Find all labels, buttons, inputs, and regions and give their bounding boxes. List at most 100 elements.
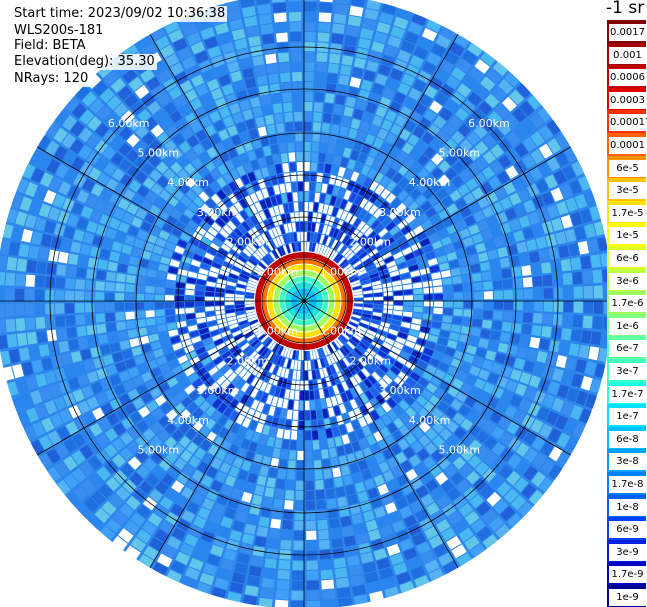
- ppi-ray: [15, 177, 277, 291]
- azimuth-spoke: [303, 300, 459, 568]
- colorbar-tick-label: 3e-6: [609, 272, 646, 290]
- colorbar-tick-label: 3e-8: [609, 453, 646, 471]
- ppi-ray: [333, 302, 612, 331]
- ppi-ray: [323, 323, 511, 540]
- ppi-ray: [315, 328, 430, 589]
- ppi-ray: [322, 60, 509, 279]
- range-ring-label: 2.00km: [349, 354, 391, 367]
- ppi-ray: [320, 41, 484, 277]
- azimuth-spoke: [303, 34, 459, 302]
- ppi-ray: [332, 310, 598, 410]
- ppi-ray: [326, 319, 545, 506]
- ppi-ray: [0, 239, 275, 297]
- ppi-ray: [313, 7, 413, 273]
- ppi-ray: [21, 163, 278, 289]
- colorbar-tick-label: 0.001: [609, 46, 646, 64]
- ppi-ray: [37, 316, 279, 470]
- colorbar-tick-label: 1e-5: [609, 227, 646, 245]
- colorbar-tick-label: 0.00017: [609, 114, 647, 132]
- ppi-ray: [329, 132, 571, 286]
- ppi-ray: [308, 0, 366, 272]
- ppi-ray: [316, 18, 442, 275]
- colorbar-tick-label: 6e-6: [609, 250, 646, 267]
- ppi-ray: [36, 135, 279, 286]
- instrument-label: WLS200s-181: [12, 23, 106, 39]
- ppi-ray: [152, 327, 291, 577]
- ppi-ray: [316, 327, 445, 583]
- ppi-ray: [333, 304, 612, 347]
- colorbar-tick-label: 1.7e-7: [609, 385, 646, 403]
- ppi-ray: [271, 0, 303, 272]
- colorbar-tick-label: 1e-6: [609, 317, 646, 335]
- ppi-ray: [310, 0, 382, 272]
- range-ring-label: 5.00km: [138, 443, 180, 456]
- field-label: Field: BETA: [12, 38, 88, 54]
- colorbar-tick-label: 1e-7: [609, 408, 646, 426]
- ppi-ray: [166, 327, 292, 584]
- ppi-ray: [311, 2, 397, 273]
- ppi-ray: [74, 84, 283, 281]
- range-ring-label: 4.00km: [409, 176, 451, 189]
- range-ring-label: 3.00km: [197, 384, 239, 397]
- ppi-ray: [333, 305, 610, 363]
- ppi-ray: [11, 310, 276, 412]
- ppi-ray: [319, 326, 473, 568]
- ppi-ray: [258, 330, 301, 607]
- colorbar-tick-label: 1e-8: [609, 498, 646, 516]
- range-ring-label: 1.00km: [320, 265, 362, 278]
- range-ring-label: 2.00km: [227, 354, 269, 367]
- ppi-ray: [333, 307, 607, 379]
- range-ring-labels: 1.00km 1.00km 1.00km 1.00km 2.00km 2.00km 2.00…: [108, 117, 510, 457]
- ppi-ray: [333, 252, 611, 298]
- range-ring-label: 5.00km: [438, 147, 480, 160]
- ppi-ray: [224, 0, 298, 273]
- colorbar-tick-label: 6e-8: [609, 430, 646, 448]
- ppi-ray: [312, 329, 400, 599]
- range-grid: [0, 0, 612, 607]
- colorbar-tick-label: 6e-9: [609, 521, 646, 539]
- ppi-rays: [0, 0, 612, 607]
- ppi-ray: [242, 330, 300, 607]
- ppi-ray: [195, 329, 295, 595]
- ppi-ray: [178, 13, 293, 274]
- colorbar-tick-label: 3e-5: [609, 182, 646, 200]
- colorbar-tick-label: 1.7e-9: [609, 566, 646, 584]
- ppi-ray: [308, 330, 369, 606]
- ppi-ray: [0, 305, 275, 366]
- ppi-ray: [55, 318, 281, 496]
- ppi-ray: [0, 255, 275, 298]
- colorbar-tick-label: 0.0006: [609, 69, 646, 87]
- ppi-ray: [332, 205, 602, 293]
- ppi-ray: [211, 329, 297, 600]
- range-ring-label: 2.00km: [227, 236, 269, 249]
- colorbar-tick-label: 3e-7: [609, 363, 646, 380]
- colorbar-tick-label: 3e-9: [609, 543, 646, 561]
- azimuth-spoke: [303, 300, 571, 456]
- range-ring-label: 6.00km: [468, 117, 510, 130]
- ppi-ray: [1, 223, 275, 295]
- ppi-ray: [307, 0, 350, 272]
- nrays-label: NRays: 120: [12, 71, 91, 87]
- ppi-ray: [76, 321, 283, 520]
- ppi-ray: [2, 307, 276, 381]
- colorbar-tick-label: 0.0001: [609, 137, 646, 154]
- range-ring-label: 5.00km: [438, 443, 480, 456]
- range-ring-label: 3.00km: [379, 206, 421, 219]
- ppi-ray: [0, 271, 275, 300]
- ppi-ray: [16, 312, 277, 427]
- ppi-ray: [10, 192, 276, 292]
- ppi-ray: [331, 175, 592, 290]
- ppi-ray: [304, 0, 318, 272]
- colorbar-tick-label: 0.0003: [609, 91, 646, 109]
- ppi-ray: [310, 329, 384, 603]
- ppi-ray: [324, 71, 521, 280]
- ppi-ray: [255, 0, 301, 272]
- colorbar-tick-label: 0.0017: [609, 24, 646, 41]
- elevation-label: Elevation(deg): 35.30: [12, 54, 157, 70]
- azimuth-spoke: [37, 146, 305, 302]
- start-time-label: Start time: 2023/09/02 10:36:38: [12, 6, 228, 22]
- ppi-ray: [317, 25, 456, 275]
- ppi-ray: [163, 19, 292, 275]
- ppi-ray: [193, 8, 295, 273]
